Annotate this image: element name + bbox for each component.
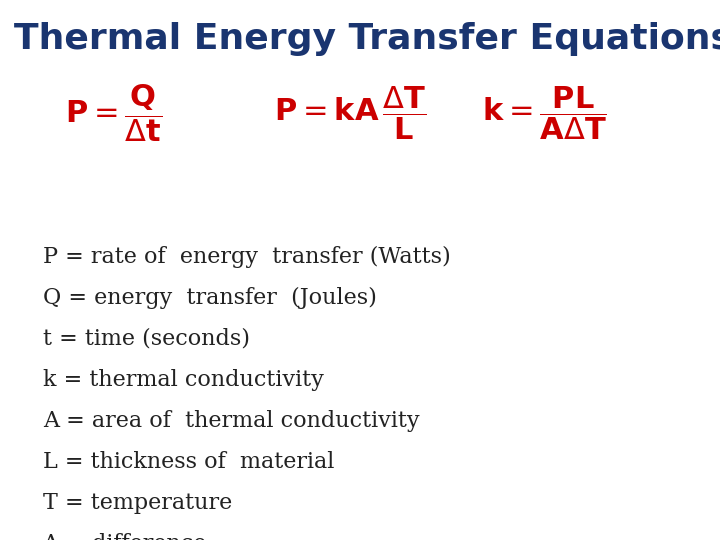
Text: Q = energy  transfer  (Joules): Q = energy transfer (Joules) (43, 287, 377, 309)
Text: t = time (seconds): t = time (seconds) (43, 328, 251, 350)
Text: L = thickness of  material: L = thickness of material (43, 451, 335, 473)
Text: Thermal Energy Transfer Equations: Thermal Energy Transfer Equations (14, 22, 720, 56)
Text: $\mathbf{P} = \mathbf{k}\mathbf{A}\,\dfrac{\Delta\mathbf{T}}{\mathbf{L}}$: $\mathbf{P} = \mathbf{k}\mathbf{A}\,\dfr… (274, 85, 426, 142)
Text: k = thermal conductivity: k = thermal conductivity (43, 369, 324, 391)
Text: Δ = difference: Δ = difference (43, 533, 207, 540)
Text: A = area of  thermal conductivity: A = area of thermal conductivity (43, 410, 420, 432)
Text: $\mathbf{P} = \dfrac{\mathbf{Q}}{\Delta\mathbf{t}}$: $\mathbf{P} = \dfrac{\mathbf{Q}}{\Delta\… (65, 83, 162, 144)
Text: P = rate of  energy  transfer (Watts): P = rate of energy transfer (Watts) (43, 246, 451, 268)
Text: $\mathbf{k} = \dfrac{\mathbf{P}\mathbf{L}}{\mathbf{A}\Delta\mathbf{T}}$: $\mathbf{k} = \dfrac{\mathbf{P}\mathbf{L… (482, 85, 608, 142)
Text: T = temperature: T = temperature (43, 492, 233, 514)
